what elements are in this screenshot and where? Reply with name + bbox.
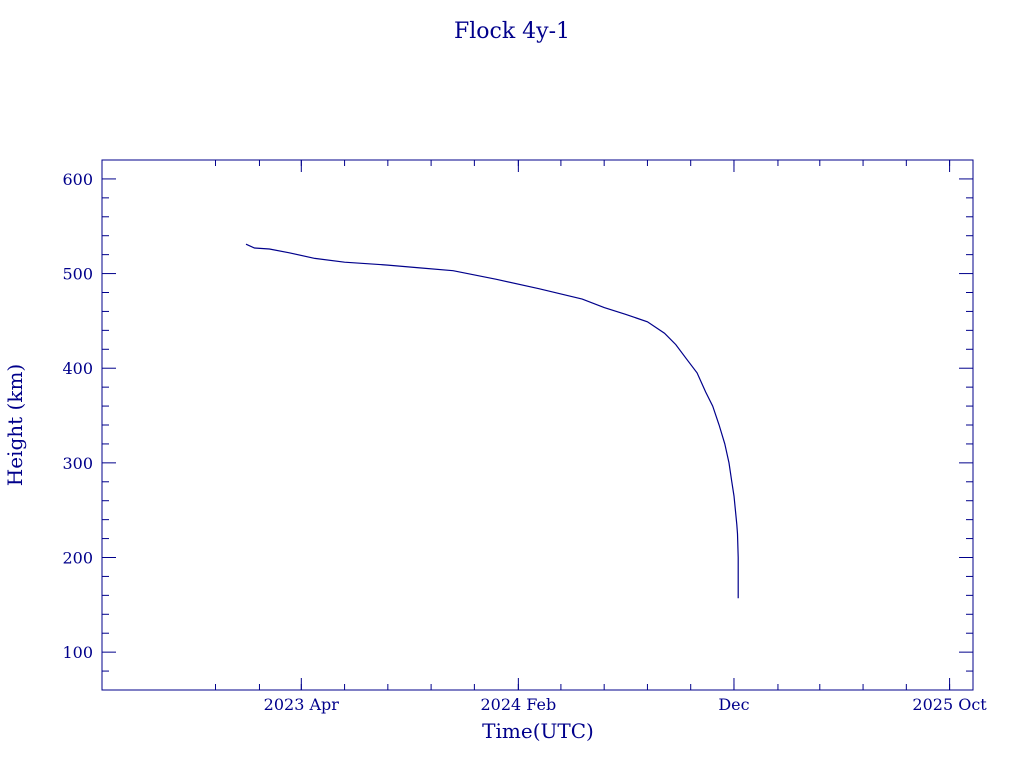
plot-frame (101, 159, 974, 691)
y-tick-label: 600 (62, 170, 93, 189)
x-tick-label: Dec (718, 695, 749, 714)
y-tick-label: 100 (62, 643, 93, 662)
y-tick-label: 500 (62, 265, 93, 284)
x-tick-label: 2024 Feb (480, 695, 556, 714)
x-tick-label: 2025 Oct (912, 695, 987, 714)
labels-layer: 100 200 300 400 500 600 2023 Apr 2024 Feb Dec 202… (62, 170, 987, 714)
chart-title: Flock 4y-1 (454, 19, 570, 44)
ticks-layer (102, 159, 973, 691)
x-axis-label: Time(UTC) (482, 719, 594, 743)
y-tick-label: 200 (62, 549, 93, 568)
x-tick-label: 2023 Apr (264, 695, 340, 714)
y-tick-label: 400 (62, 359, 93, 378)
y-axis-label: Height (km) (3, 364, 27, 486)
y-tick-label: 300 (62, 454, 93, 473)
height-series-line (245, 243, 739, 599)
series-layer (245, 243, 739, 599)
